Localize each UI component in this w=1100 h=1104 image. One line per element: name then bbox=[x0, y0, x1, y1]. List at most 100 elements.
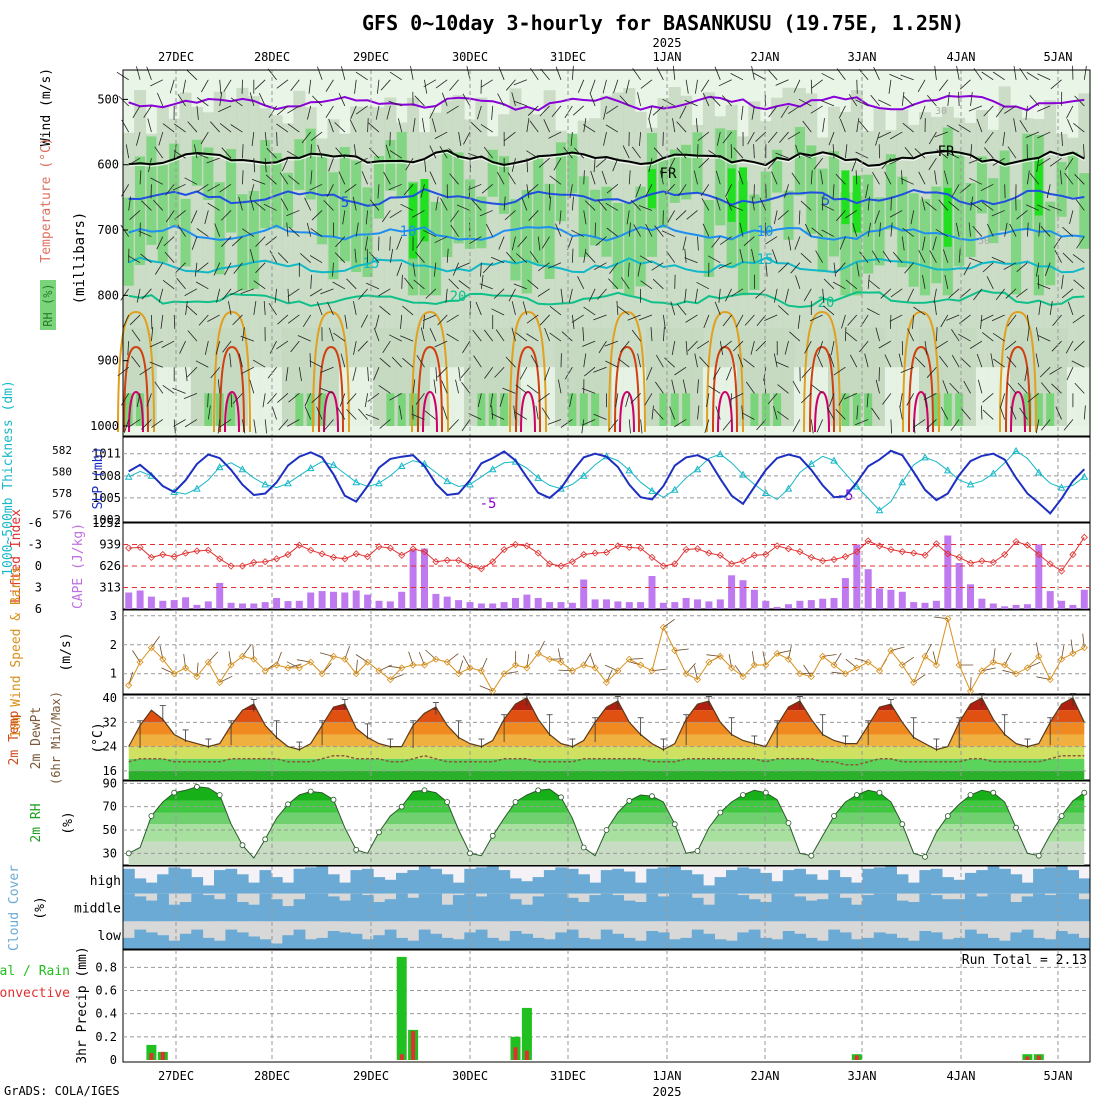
thickness-marker bbox=[1081, 474, 1087, 480]
cloud-cover-bar bbox=[134, 878, 146, 893]
cloud-cover-bar bbox=[783, 870, 795, 894]
cloud-cover-bar bbox=[271, 899, 283, 921]
cape-bar bbox=[728, 575, 735, 609]
date-label-bottom: 5JAN bbox=[1044, 1069, 1073, 1083]
cloud-cover-bar bbox=[749, 930, 761, 949]
cape-bar bbox=[432, 594, 439, 609]
cape-bar bbox=[546, 602, 553, 609]
cloud-cover-bar bbox=[442, 905, 454, 922]
axis-label-cloud-unit: (%) bbox=[33, 896, 48, 919]
rh2m-marker bbox=[172, 790, 177, 795]
cloud-cover-bar bbox=[885, 934, 897, 949]
cape-bar bbox=[762, 601, 769, 609]
date-label-bottom: 27DEC bbox=[158, 1069, 194, 1083]
cloud-cover-bar bbox=[521, 881, 533, 893]
cloud-cover-bar bbox=[362, 939, 374, 949]
cloud-cover-bar bbox=[1033, 938, 1045, 949]
cape-bar bbox=[364, 595, 371, 609]
rh2m-marker bbox=[718, 810, 723, 815]
rh2m-tick-label: 90 bbox=[103, 776, 117, 790]
date-label-bottom: 29DEC bbox=[353, 1069, 389, 1083]
rh-shade-green bbox=[681, 145, 691, 200]
date-label-bottom: 31DEC bbox=[550, 1069, 586, 1083]
cloud-cover-bar bbox=[715, 894, 727, 922]
cloud-cover-bar bbox=[442, 938, 454, 949]
rh-contour-label: 50 bbox=[978, 236, 990, 247]
rh-shade-low bbox=[885, 367, 897, 426]
cloud-cover-bar bbox=[305, 939, 317, 949]
cloud-cover-bar bbox=[646, 931, 658, 949]
isotherm-label: 20 bbox=[818, 295, 835, 311]
cloud-cover-bar bbox=[487, 866, 499, 894]
cloud-cover-bar bbox=[544, 870, 556, 894]
cloud-cover-bar bbox=[669, 939, 681, 949]
cloud-cover-bar bbox=[851, 883, 863, 894]
cape-bar bbox=[1001, 606, 1008, 609]
cloud-cover-bar bbox=[339, 932, 351, 949]
cloud-cover-bar bbox=[578, 874, 590, 893]
cloud-cover-bar bbox=[988, 866, 1000, 894]
rh-shade-green bbox=[249, 191, 259, 289]
cloud-cover-bar bbox=[555, 932, 567, 949]
rh-shade-green bbox=[579, 176, 589, 257]
cloud-cover-bar bbox=[806, 901, 818, 922]
cloud-cover-bar bbox=[919, 931, 931, 949]
cloud-row-label: low bbox=[98, 929, 122, 944]
footer-credit: GrADS: COLA/IGES bbox=[4, 1084, 120, 1098]
rh2m-marker bbox=[126, 851, 131, 856]
cloud-cover-bar bbox=[692, 874, 704, 893]
rh2m-marker bbox=[536, 788, 541, 793]
cape-bar bbox=[239, 604, 246, 610]
cape-bar bbox=[580, 580, 587, 610]
cape-bar bbox=[137, 591, 144, 610]
rh2m-marker bbox=[445, 800, 450, 805]
rh-shade-low bbox=[350, 367, 362, 426]
cloud-cover-bar bbox=[806, 874, 818, 893]
wind-barb bbox=[413, 406, 414, 420]
lifted-tick-label: 0 bbox=[35, 559, 42, 573]
cloud-cover-bar bbox=[555, 894, 567, 922]
cloud-cover-bar bbox=[772, 894, 784, 922]
cloud-cover-bar bbox=[180, 869, 192, 894]
cape-bar bbox=[262, 602, 269, 609]
cloud-cover-bar bbox=[373, 935, 385, 949]
wind-barb bbox=[879, 367, 880, 381]
cape-bar bbox=[978, 599, 985, 609]
cape-bar bbox=[831, 598, 838, 609]
axis-label-rh: RH (%) bbox=[41, 283, 55, 326]
cloud-cover-bar bbox=[715, 939, 727, 949]
wind10m-tick-label: 3 bbox=[110, 609, 117, 623]
cloud-cover-bar bbox=[533, 877, 545, 894]
rh-shade-sfc bbox=[750, 393, 758, 426]
cloud-cover-bar bbox=[305, 867, 317, 893]
cloud-cover-bar bbox=[942, 939, 954, 949]
cloud-cover-bar bbox=[908, 902, 920, 921]
rh-shade-green bbox=[567, 134, 577, 193]
precip-tick-label: 0.6 bbox=[95, 984, 117, 998]
rh-shade-low bbox=[783, 328, 795, 426]
cloud-cover-bar bbox=[851, 939, 863, 949]
cloud-cover-bar bbox=[260, 894, 272, 922]
cloud-cover-bar bbox=[533, 896, 545, 921]
cloud-cover-bar bbox=[965, 894, 977, 922]
cloud-cover-bar bbox=[373, 877, 385, 894]
cape-bar bbox=[148, 597, 155, 609]
cloud-cover-bar bbox=[430, 869, 442, 894]
cloud-cover-bar bbox=[248, 937, 260, 949]
cloud-cover-bar bbox=[396, 873, 408, 894]
cloud-cover-bar bbox=[1010, 874, 1022, 893]
date-label-bottom: 1JAN bbox=[653, 1069, 682, 1083]
rh-shade-bright bbox=[728, 168, 736, 221]
cape-bar bbox=[910, 602, 917, 609]
cloud-cover-bar bbox=[646, 869, 658, 894]
cloud-cover-bar bbox=[578, 938, 590, 949]
rh-shade-green bbox=[772, 150, 782, 193]
cloud-cover-bar bbox=[191, 877, 203, 894]
pressure-tick-label: 700 bbox=[97, 223, 119, 237]
axis-label-minmax: (6hr Min/Max) bbox=[49, 691, 63, 785]
cloud-cover-bar bbox=[817, 899, 829, 921]
wind-barb bbox=[890, 315, 891, 329]
rh-shade-green bbox=[1011, 199, 1021, 294]
cape-bar bbox=[751, 590, 758, 609]
date-label-top: 4JAN bbox=[947, 50, 976, 64]
